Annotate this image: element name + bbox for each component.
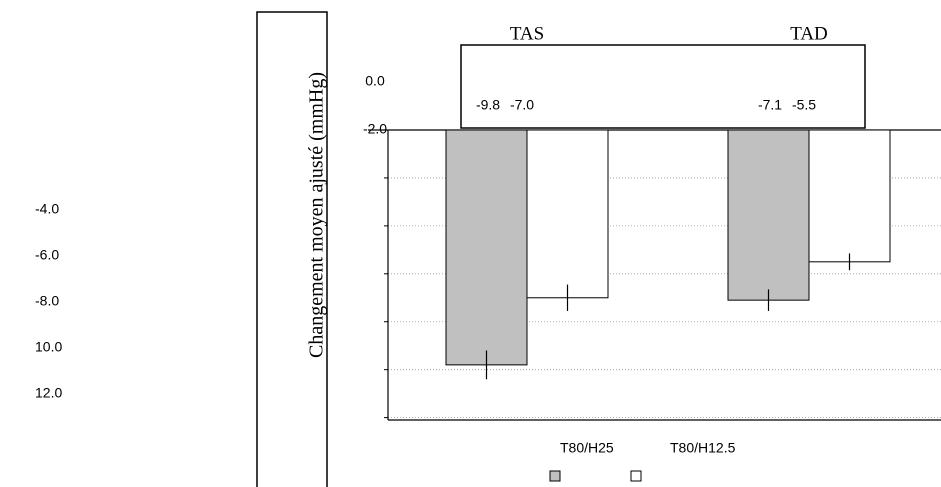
value-label: -5.5 (792, 97, 816, 113)
value-label: -7.0 (510, 97, 534, 113)
bar (445, 129, 528, 366)
legend-swatch (549, 470, 561, 482)
legend-swatch (630, 470, 642, 482)
category-label: TAD (790, 23, 828, 44)
y-tick-label: -8.0 (35, 293, 59, 309)
y-tick-label: 12.0 (35, 385, 62, 401)
legend-label: T80/H25 (560, 440, 614, 456)
y-axis-label: Changement moyen ajusté (mmHg) (306, 72, 328, 358)
axis-label-box (256, 11, 328, 487)
y-tick-label: -6.0 (35, 247, 59, 263)
bar (727, 129, 810, 301)
bar (526, 129, 609, 299)
y-tick-label: -4.0 (35, 201, 59, 217)
value-label-box (460, 44, 866, 129)
category-label: TAS (510, 23, 544, 44)
legend-label: T80/H12.5 (670, 440, 736, 456)
y-tick-label: 10.0 (35, 339, 62, 355)
value-label: -9.8 (476, 97, 500, 113)
y-tick-label: -2.0 (363, 121, 387, 137)
y-tick-label: 0.0 (365, 73, 385, 89)
value-label: -7.1 (758, 97, 782, 113)
bar (808, 129, 891, 263)
